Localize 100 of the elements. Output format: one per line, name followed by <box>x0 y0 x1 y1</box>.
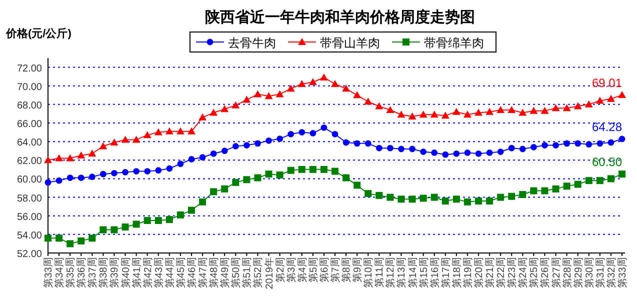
point <box>298 166 306 173</box>
point <box>618 170 626 178</box>
y-tick-label: 68.00 <box>16 100 42 112</box>
point <box>111 170 118 176</box>
x-tick-label: 第16周 <box>428 257 441 288</box>
x-tick-label: 第33周 <box>42 257 54 288</box>
point <box>430 194 438 201</box>
point <box>144 168 151 174</box>
point <box>552 185 560 192</box>
point <box>154 128 162 136</box>
point <box>376 144 382 152</box>
point <box>88 174 96 180</box>
point <box>232 143 239 150</box>
point <box>78 237 85 244</box>
point <box>376 192 383 199</box>
x-tick-label: 第41周 <box>130 257 143 288</box>
point <box>221 148 228 154</box>
y-tick-label: 62.00 <box>16 156 42 168</box>
x-tick-label: 第17周 <box>440 257 452 288</box>
point <box>199 198 206 206</box>
x-tick-label: 第32周 <box>605 257 618 288</box>
point <box>265 170 272 178</box>
point <box>122 224 129 230</box>
point <box>452 108 460 115</box>
point <box>463 110 472 118</box>
y-axis-title: 价格(元/公斤) <box>5 27 72 40</box>
y-tick-label: 72.00 <box>16 63 42 74</box>
x-tick-label: 第11周 <box>374 257 386 288</box>
x-tick-label: 第37周 <box>86 257 99 288</box>
point <box>66 154 74 162</box>
x-tick-label: 第28周 <box>561 257 574 288</box>
point <box>133 168 140 174</box>
point <box>607 175 614 182</box>
point <box>430 110 438 118</box>
point <box>562 104 571 112</box>
point <box>519 146 526 152</box>
point <box>464 198 471 206</box>
point <box>56 177 62 184</box>
x-tick-label: 第33周 <box>616 257 628 288</box>
point <box>44 234 52 242</box>
x-tick-label: 第6周 <box>318 257 330 283</box>
point <box>606 94 615 102</box>
point <box>386 106 394 113</box>
point <box>198 113 207 120</box>
point <box>210 188 218 196</box>
point <box>176 211 184 218</box>
x-tick-label: 第18周 <box>450 257 463 288</box>
x-tick-label: 第27周 <box>550 257 562 288</box>
x-tick-label: 第3周 <box>285 257 298 283</box>
point <box>100 226 107 234</box>
point <box>309 166 316 173</box>
point <box>56 234 63 242</box>
x-tick-label: 第34周 <box>54 257 66 288</box>
x-tick-label: 第39周 <box>108 257 121 288</box>
y-tick-label: 52.00 <box>16 249 42 260</box>
point <box>464 150 471 156</box>
point <box>475 150 482 157</box>
point <box>353 91 362 98</box>
point <box>77 152 86 158</box>
point <box>442 198 449 204</box>
point <box>176 127 184 134</box>
x-tick-label: 第45周 <box>174 257 187 288</box>
point <box>496 106 505 113</box>
point <box>310 130 316 136</box>
data-label: 69.01 <box>592 76 622 90</box>
point <box>242 96 251 103</box>
y-tick-label: 64.00 <box>16 138 42 149</box>
x-tick-label: 第14周 <box>406 257 419 288</box>
point <box>144 217 151 224</box>
point <box>386 144 394 152</box>
x-tick-label: 第8周 <box>340 257 353 283</box>
x-tick-label: 第42周 <box>142 257 154 288</box>
point <box>584 100 593 108</box>
point <box>308 78 317 86</box>
x-tick-label: 第15周 <box>418 257 430 288</box>
point <box>441 112 450 119</box>
point <box>574 180 582 188</box>
point <box>342 174 350 182</box>
x-tick-label: 第49周 <box>219 257 232 288</box>
point <box>354 140 360 147</box>
data-label: 60.50 <box>592 155 622 170</box>
x-tick-label: 第29周 <box>572 257 584 288</box>
x-tick-label: 第30周 <box>583 257 596 288</box>
point <box>188 127 196 134</box>
point <box>88 234 96 242</box>
point <box>66 174 74 181</box>
point <box>276 136 284 142</box>
point <box>155 167 162 174</box>
point <box>177 160 184 168</box>
point <box>518 108 527 116</box>
point <box>618 136 626 142</box>
point <box>563 182 570 190</box>
point <box>266 137 272 144</box>
point <box>210 108 218 116</box>
point <box>298 80 306 87</box>
x-tick-label: 第36周 <box>76 257 88 288</box>
point <box>210 150 217 157</box>
point <box>66 240 74 248</box>
point <box>574 102 582 110</box>
point <box>398 196 405 203</box>
